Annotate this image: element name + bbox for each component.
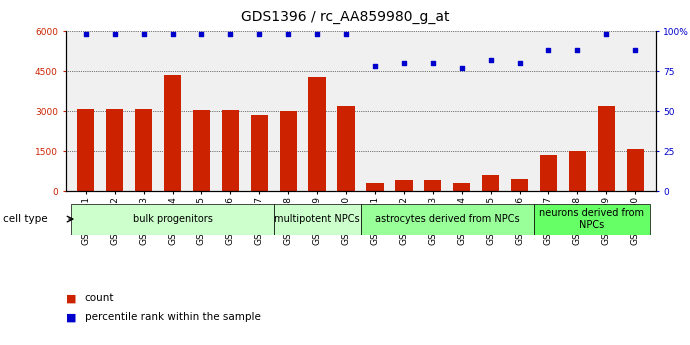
Point (427, 60, 438, 66)
Bar (106, 109, 124, 191)
Point (167, 31, 178, 37)
Bar (135, 109, 152, 191)
Point (254, 31, 265, 37)
Bar (424, 180, 442, 191)
Point (341, 31, 352, 37)
Point (514, 60, 525, 66)
Bar (250, 115, 268, 191)
Point (398, 60, 409, 66)
Point (485, 57, 496, 63)
Text: bulk progenitors: bulk progenitors (132, 214, 213, 224)
Bar (534, 204, 650, 235)
Bar (279, 111, 297, 191)
Bar (598, 106, 615, 191)
Point (80, 31, 91, 37)
Point (572, 48, 583, 53)
Text: neurons derived from
NPCs: neurons derived from NPCs (540, 208, 644, 230)
Point (601, 31, 612, 37)
Point (283, 31, 294, 37)
Bar (71, 204, 274, 235)
Point (109, 31, 120, 37)
Text: multipotent NPCs: multipotent NPCs (275, 214, 360, 224)
Point (456, 65, 467, 71)
Text: count: count (85, 294, 115, 303)
Bar (77, 109, 95, 191)
Bar (221, 110, 239, 191)
Bar (395, 180, 413, 191)
Bar (274, 204, 361, 235)
Text: ■: ■ (66, 313, 76, 322)
Bar (193, 110, 210, 191)
Bar (308, 77, 326, 191)
Text: GDS1396 / rc_AA859980_g_at: GDS1396 / rc_AA859980_g_at (241, 10, 449, 24)
Point (138, 31, 149, 37)
Point (630, 48, 641, 53)
Point (196, 31, 207, 37)
Text: percentile rank within the sample: percentile rank within the sample (85, 313, 261, 322)
Bar (366, 184, 384, 191)
Bar (540, 155, 558, 191)
Bar (164, 75, 181, 191)
Bar (361, 204, 534, 235)
Point (225, 31, 236, 37)
Point (543, 48, 554, 53)
Bar (337, 106, 355, 191)
Point (369, 63, 380, 69)
Point (312, 31, 323, 37)
Bar (627, 149, 644, 191)
Text: cell type: cell type (3, 214, 48, 224)
Text: astrocytes derived from NPCs: astrocytes derived from NPCs (375, 214, 520, 224)
Bar (453, 184, 471, 191)
Bar (569, 151, 586, 191)
Text: ■: ■ (66, 294, 76, 303)
Bar (482, 175, 500, 191)
Bar (511, 179, 529, 191)
